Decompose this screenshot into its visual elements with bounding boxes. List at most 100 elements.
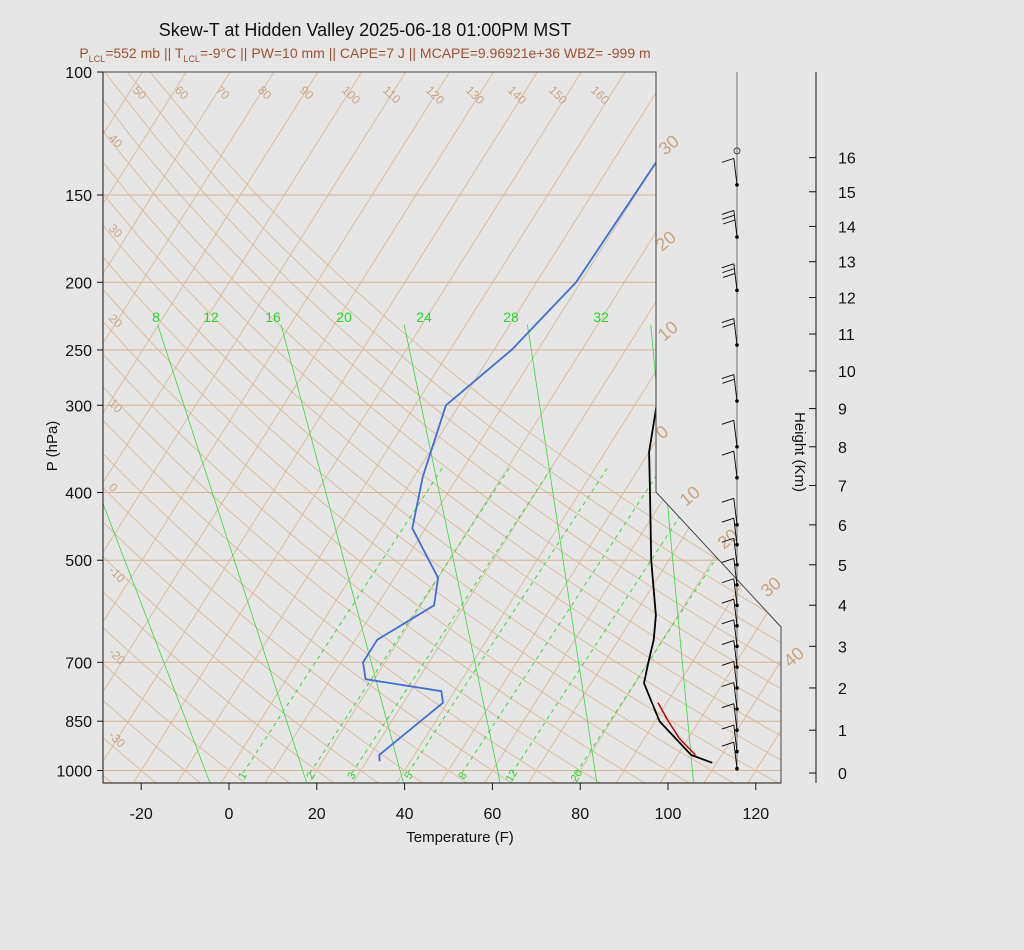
moist-adiabat: [773, 324, 781, 783]
dry-adiabat-label: 10: [654, 317, 682, 345]
x-tick-label: 0: [225, 806, 234, 823]
height-tick-label: 10: [838, 364, 856, 381]
y-axis-label: P (hPa): [44, 421, 61, 472]
theta-e-label: 32: [593, 309, 609, 325]
wind-barb: [733, 451, 738, 478]
height-tick-label: 2: [838, 681, 847, 698]
wind-barb: [733, 158, 738, 185]
height-tick-label: 12: [838, 291, 856, 308]
parcel-line: [657, 702, 696, 756]
wind-barb-feather: [721, 537, 734, 543]
height-tick-label: 1: [838, 723, 847, 740]
dry-adiabat-label: 20: [714, 525, 742, 553]
dry-adiabat: [103, 72, 293, 783]
wind-barb: [733, 374, 738, 402]
theta-e-label: 16: [265, 309, 281, 325]
mixing-ratio-line: [407, 466, 609, 774]
wind-barb-feather: [721, 374, 734, 379]
x-tick-label: 100: [655, 806, 682, 823]
isotherm-label: 40: [106, 131, 126, 151]
height-tick-label: 7: [838, 479, 847, 496]
isotherm-line: [103, 72, 427, 783]
isotherm-label: 100: [339, 83, 363, 107]
wind-barb: [733, 599, 738, 626]
x-tick-label: 40: [396, 806, 414, 823]
wind-barb-feather: [721, 598, 734, 604]
isotherm-line: [131, 72, 602, 783]
wind-barb-dot: [735, 475, 739, 480]
moist-adiabat: [403, 324, 501, 783]
isotherm-line: [103, 72, 207, 783]
wind-barb-feather: [721, 517, 734, 523]
wind-barb-feather: [721, 724, 734, 730]
dry-adiabat: [103, 72, 694, 783]
calm-wind-circle: [733, 147, 741, 155]
height-tick-label: 15: [838, 185, 856, 202]
height-tick-label: 14: [838, 219, 856, 236]
wind-barb: [733, 661, 738, 689]
p-tick-label: 100: [65, 65, 92, 82]
dry-adiabat: [103, 72, 516, 783]
wind-barb: [733, 578, 738, 606]
wind-barb: [733, 619, 738, 647]
isotherm-label: 10: [106, 396, 126, 416]
wind-barb-feather: [721, 703, 734, 709]
mixing-ratio-label: 3: [345, 770, 358, 781]
isotherm-line: [614, 72, 781, 783]
isotherm-line: [746, 72, 781, 783]
wind-barb-feather: [722, 272, 736, 278]
wind-barb: [733, 538, 738, 565]
isotherm-line: [103, 72, 339, 783]
wind-barb: [733, 318, 738, 346]
wind-barb: [733, 558, 738, 585]
isotherm-line: [0, 40, 31, 785]
isotherm-line: [966, 40, 1024, 785]
wind-barb-feather: [721, 682, 734, 687]
isotherm-label: 70: [213, 83, 233, 103]
dry-adiabat-label: 30: [655, 131, 683, 159]
wind-barb-feather: [721, 497, 734, 503]
dry-adiabat-label: 10: [676, 482, 704, 510]
mixing-ratio-line: [461, 466, 663, 774]
wind-barb: [733, 263, 738, 291]
x-tick-label: -20: [130, 806, 153, 823]
isotherm-line: [103, 72, 295, 783]
isotherm-label: 160: [588, 83, 612, 107]
isotherm-line: [103, 72, 558, 783]
wind-barb: [733, 724, 738, 752]
isotherm-line: [350, 72, 781, 783]
isotherm-line: [103, 72, 471, 783]
p-tick-label: 250: [65, 343, 92, 360]
wind-barb-feather: [721, 578, 734, 584]
moist-adiabat: [527, 324, 598, 783]
dry-adiabat-label: 40: [780, 643, 808, 671]
isotherm-line: [103, 72, 515, 783]
isotherm-label: 60: [172, 83, 192, 103]
dry-adiabat: [103, 72, 649, 783]
theta-e-label: 8: [152, 309, 160, 325]
dry-adiabat: [103, 72, 781, 783]
wind-barb-feather: [721, 640, 734, 645]
isotherm-line: [482, 72, 781, 783]
dry-adiabat: [103, 72, 382, 783]
isotherm-line: [175, 72, 646, 783]
chart-title: Skew-T at Hidden Valley 2025-06-18 01:00…: [158, 20, 572, 40]
wind-barb-feather: [721, 263, 734, 269]
dry-adiabat: [0, 72, 25, 785]
moist-adiabat: [103, 324, 212, 783]
wind-barb: [733, 640, 738, 668]
isotherm-line: [922, 40, 1024, 785]
wind-barb-dot: [735, 288, 739, 293]
dry-adiabat: [103, 72, 160, 783]
moist-adiabat: [157, 324, 308, 783]
dry-adiabat: [103, 72, 204, 783]
wind-barb: [733, 498, 738, 525]
theta-e-label: 24: [416, 309, 432, 325]
mixing-ratio-line: [351, 466, 553, 774]
isotherm-line: [103, 72, 251, 783]
wind-barb: [733, 420, 738, 447]
isotherm-line: [219, 72, 690, 783]
dry-adiabat: [103, 72, 560, 783]
height-tick-label: 8: [838, 440, 847, 457]
